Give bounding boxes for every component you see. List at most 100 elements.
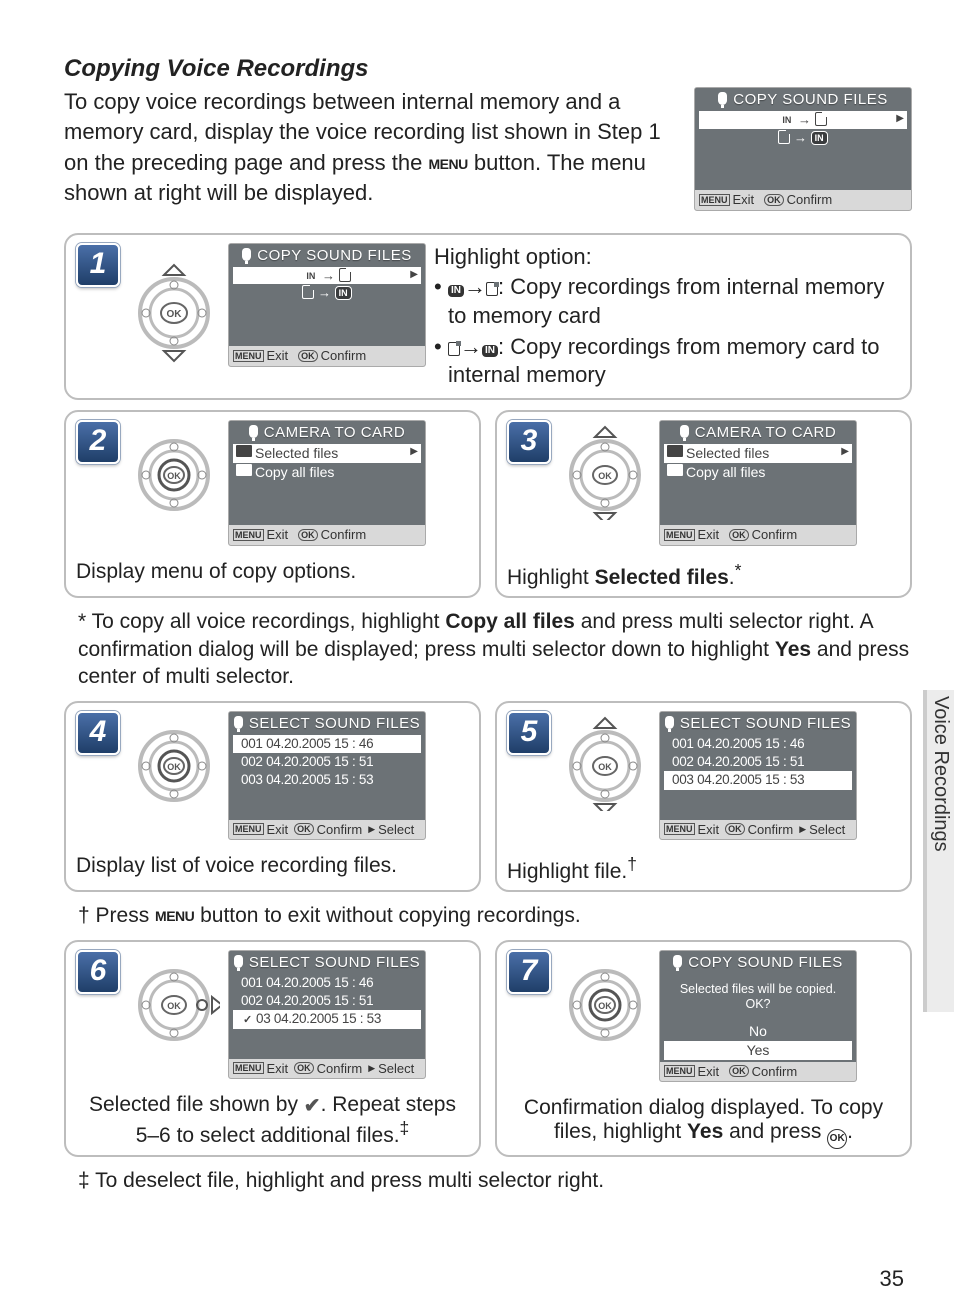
file-row: 002 04.20.2005 15 : 51 bbox=[233, 992, 421, 1010]
lcd-title: SELECT SOUND FILES bbox=[249, 715, 420, 732]
footer-select: Select bbox=[378, 822, 414, 838]
file-row: 001 04.20.2005 15 : 46 bbox=[664, 735, 852, 753]
footer-confirm: Confirm bbox=[317, 822, 363, 838]
step3-lcd: CAMERA TO CARD Selected files Copy all f… bbox=[659, 420, 857, 546]
file-row: 001 04.20.2005 15 : 46 bbox=[233, 735, 421, 753]
svg-text:OK: OK bbox=[167, 1001, 181, 1011]
step-4: 4 OK SELECT SOUND FILES 001 04.20.2005 1… bbox=[64, 701, 481, 892]
lcd-row: Selected files bbox=[664, 444, 852, 463]
multi-selector-icon: OK bbox=[128, 950, 220, 1050]
step-6: 6 OK SELECT SOUND FILES 001 04.20.2005 1… bbox=[64, 940, 481, 1157]
step-5: 5 OK SELECT SOUND FILES 001 04.20.2005 1… bbox=[495, 701, 912, 892]
lcd-row: Copy all files bbox=[233, 463, 421, 482]
lcd-row-1: IN → bbox=[699, 111, 907, 129]
step-7: 7 OK COPY SOUND FILES Selected files wil… bbox=[495, 940, 912, 1157]
footer-exit: Exit bbox=[267, 348, 289, 364]
side-tab: Voice Recordings bbox=[923, 690, 954, 1012]
multi-selector-icon: OK bbox=[559, 420, 651, 520]
footnote-dagger: † Press MENU button to exit without copy… bbox=[78, 902, 912, 930]
footer-exit: Exit bbox=[698, 822, 720, 838]
menu-label-inline: MENU bbox=[429, 155, 468, 174]
intro-row: To copy voice recordings between interna… bbox=[64, 87, 912, 211]
svg-text:OK: OK bbox=[167, 762, 181, 772]
step6-caption: Selected file shown by ✔. Repeat steps 5… bbox=[76, 1093, 469, 1148]
svg-text:OK: OK bbox=[598, 1001, 612, 1011]
step-2: 2 OK CAMERA TO CARD Selected files bbox=[64, 410, 481, 598]
multi-selector-icon: OK bbox=[128, 420, 220, 520]
file-row: 003 04.20.2005 15 : 53 bbox=[664, 771, 852, 789]
lcd-footer: MENUExit OKConfirm bbox=[695, 190, 911, 210]
footer-exit: Exit bbox=[267, 822, 289, 838]
footer-exit: Exit bbox=[698, 1064, 720, 1080]
footer-exit: Exit bbox=[267, 527, 289, 543]
footer-confirm: Confirm bbox=[752, 1064, 798, 1080]
section-heading: Copying Voice Recordings bbox=[64, 55, 912, 83]
multi-selector-icon: OK bbox=[559, 711, 651, 811]
lcd-title: CAMERA TO CARD bbox=[695, 424, 836, 441]
step-badge: 6 bbox=[76, 950, 120, 994]
step5-lcd: SELECT SOUND FILES 001 04.20.2005 15 : 4… bbox=[659, 711, 857, 840]
step-badge: 3 bbox=[507, 420, 551, 464]
lcd-row-2: → IN bbox=[699, 129, 907, 147]
lcd-row: IN → bbox=[233, 267, 421, 285]
lcd-title: COPY SOUND FILES bbox=[733, 91, 887, 108]
step4-lcd: SELECT SOUND FILES 001 04.20.2005 15 : 4… bbox=[228, 711, 426, 840]
confirm-no: No bbox=[664, 1022, 852, 1041]
footer-confirm: Confirm bbox=[752, 527, 798, 543]
footer-exit: Exit bbox=[267, 1061, 289, 1077]
step-badge: 5 bbox=[507, 711, 551, 755]
lcd-title: SELECT SOUND FILES bbox=[680, 715, 851, 732]
confirm-msg: Selected files will be copied. OK? bbox=[664, 974, 852, 1022]
step6-lcd: SELECT SOUND FILES 001 04.20.2005 15 : 4… bbox=[228, 950, 426, 1079]
step1-lcd: COPY SOUND FILES IN → → IN MENUExit OKCo… bbox=[228, 243, 426, 367]
lcd-row: → IN bbox=[233, 284, 421, 302]
bullet-1: IN→: Copy recordings from internal memor… bbox=[434, 273, 900, 330]
step-badge: 2 bbox=[76, 420, 120, 464]
step2-caption: Display menu of copy options. bbox=[76, 560, 356, 584]
svg-text:OK: OK bbox=[167, 471, 181, 481]
lcd-row: Selected files bbox=[233, 444, 421, 463]
lcd-title: SELECT SOUND FILES bbox=[249, 954, 420, 971]
footer-confirm: Confirm bbox=[317, 1061, 363, 1077]
file-row: 002 04.20.2005 15 : 51 bbox=[664, 753, 852, 771]
lcd-title: COPY SOUND FILES bbox=[257, 247, 411, 264]
step7-caption: Confirmation dialog displayed. To copy f… bbox=[507, 1096, 900, 1149]
footer-exit: Exit bbox=[698, 527, 720, 543]
multi-selector-icon: OK bbox=[128, 711, 220, 811]
footer-select: Select bbox=[378, 1061, 414, 1077]
mic-icon bbox=[718, 92, 727, 105]
multi-selector-icon: OK bbox=[128, 243, 220, 363]
footer-exit: Exit bbox=[733, 192, 755, 208]
footer-select: Select bbox=[809, 822, 845, 838]
step3-caption: Highlight Selected files.* bbox=[507, 560, 741, 590]
step5-caption: Highlight file.† bbox=[507, 854, 637, 884]
intro-lcd: COPY SOUND FILES IN → → IN MENUExit OKCo… bbox=[694, 87, 912, 211]
lcd-header: COPY SOUND FILES bbox=[695, 88, 911, 109]
footer-confirm: Confirm bbox=[321, 348, 367, 364]
page-number: 35 bbox=[880, 1266, 904, 1292]
bullet-2: →IN: Copy recordings from memory card to… bbox=[434, 333, 900, 390]
lcd-title: CAMERA TO CARD bbox=[264, 424, 405, 441]
step-badge: 1 bbox=[76, 243, 120, 287]
multi-selector-icon: OK bbox=[559, 950, 651, 1050]
lcd-title: COPY SOUND FILES bbox=[688, 954, 842, 971]
intro-text: To copy voice recordings between interna… bbox=[64, 87, 678, 211]
step7-lcd: COPY SOUND FILES Selected files will be … bbox=[659, 950, 857, 1082]
footer-confirm: Confirm bbox=[748, 822, 794, 838]
step4-caption: Display list of voice recording files. bbox=[76, 854, 397, 878]
desc-heading: Highlight option: bbox=[434, 243, 900, 272]
footnote-star: * To copy all voice recordings, highligh… bbox=[78, 608, 912, 691]
file-row: ✓03 04.20.2005 15 : 53 bbox=[233, 1010, 421, 1028]
file-row: 002 04.20.2005 15 : 51 bbox=[233, 753, 421, 771]
footnote-ddagger: ‡ To deselect file, highlight and press … bbox=[78, 1167, 912, 1195]
step1-desc: Highlight option: IN→: Copy recordings f… bbox=[434, 243, 900, 392]
file-row: 003 04.20.2005 15 : 53 bbox=[233, 771, 421, 789]
svg-text:OK: OK bbox=[598, 762, 612, 772]
svg-text:OK: OK bbox=[167, 309, 183, 320]
footer-confirm: Confirm bbox=[787, 192, 833, 208]
svg-text:OK: OK bbox=[598, 471, 612, 481]
file-row: 001 04.20.2005 15 : 46 bbox=[233, 974, 421, 992]
step-badge: 7 bbox=[507, 950, 551, 994]
step-badge: 4 bbox=[76, 711, 120, 755]
footer-confirm: Confirm bbox=[321, 527, 367, 543]
